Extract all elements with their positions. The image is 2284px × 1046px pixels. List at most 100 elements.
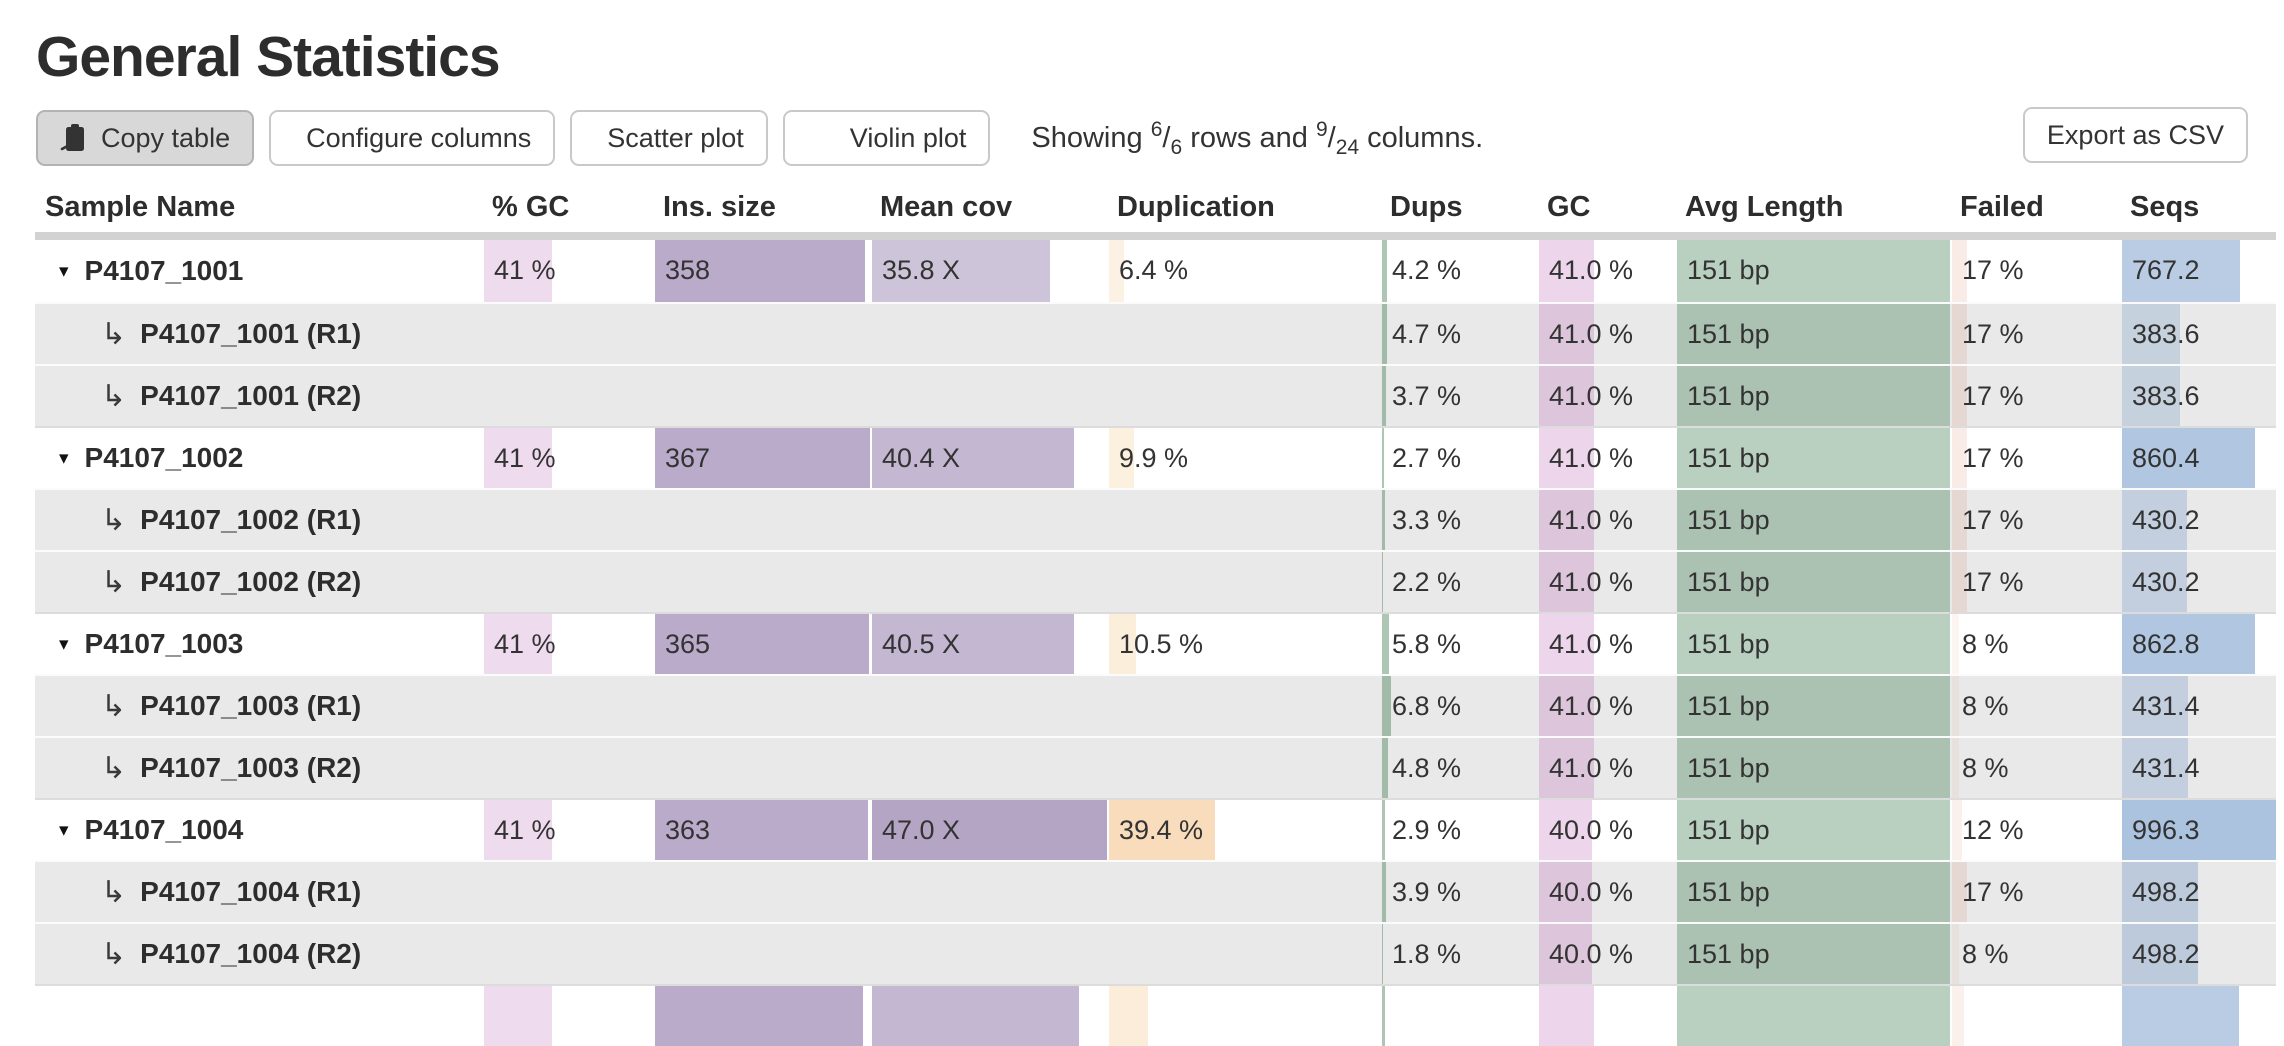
value-cell: 40.0 % — [1537, 800, 1675, 860]
scatter-plot-button[interactable]: Scatter plot — [570, 110, 768, 166]
value-bar — [1539, 738, 1594, 798]
value-cell: 363 — [653, 800, 870, 860]
value-cell — [1107, 490, 1380, 550]
value-bar — [1539, 428, 1594, 488]
value-cell: 3.9 % — [1380, 862, 1537, 922]
column-header-mean-cov[interactable]: Mean cov — [880, 190, 1013, 223]
value-text: 41.0 % — [1549, 255, 1634, 285]
sample-name-cell: ▾ P4107_1002 — [35, 428, 482, 488]
column-header-ins-size[interactable]: Ins. size — [663, 190, 776, 223]
toolbar: Copy table Configure columns Scatter plo… — [36, 107, 2248, 166]
scatter-plot-label: Scatter plot — [607, 122, 744, 153]
value-cell: 4.8 % — [1380, 738, 1537, 798]
sample-name: P4107_1002 (R2) — [140, 566, 362, 597]
rows-shown: 6 — [1150, 117, 1163, 141]
value-bar — [1539, 924, 1593, 984]
collapse-toggle-icon[interactable]: ▾ — [59, 633, 69, 655]
sample-name: P4107_1003 (R1) — [140, 690, 362, 721]
value-bar — [1677, 924, 1950, 984]
value-bar — [484, 800, 553, 860]
value-cell: 41.0 % — [1537, 738, 1675, 798]
value-bar — [2122, 800, 2276, 860]
value-bar — [2122, 240, 2241, 302]
cols-shown: 9 — [1315, 117, 1328, 141]
value-text: 40.4 X — [882, 443, 961, 473]
value-cell: 151 bp — [1675, 800, 1950, 860]
value-cell: 17 % — [1950, 862, 2120, 922]
column-header-dups[interactable]: Dups — [1390, 190, 1463, 223]
child-arrow-icon: ↳ — [101, 689, 127, 723]
value-cell: 151 bp — [1675, 240, 1950, 302]
value-cell — [1107, 862, 1380, 922]
value-cell: 41.0 % — [1537, 490, 1675, 550]
value-text: 17 % — [1962, 443, 2024, 473]
value-cell: 498.2 — [2120, 862, 2276, 922]
value-bar — [1539, 304, 1594, 364]
value-cell: 47.0 X — [870, 800, 1107, 860]
column-header-duplication[interactable]: Duplication — [1117, 190, 1275, 223]
value-text: 47.0 X — [882, 815, 961, 845]
value-bar — [2122, 676, 2188, 736]
value-text: 498.2 — [2132, 877, 2200, 907]
value-bar — [2122, 366, 2181, 426]
value-cell — [870, 862, 1107, 922]
configure-columns-label: Configure columns — [306, 122, 532, 153]
violin-plot-label: Violin plot — [849, 122, 967, 153]
column-header-failed[interactable]: Failed — [1960, 190, 2044, 223]
violin-plot-button[interactable]: Violin plot — [782, 110, 991, 166]
value-bar — [1952, 738, 1959, 798]
value-text: 41.0 % — [1549, 443, 1634, 473]
collapse-toggle-icon[interactable]: ▾ — [59, 819, 69, 841]
value-bar — [1539, 800, 1593, 860]
value-cell: 3.3 % — [1380, 490, 1537, 550]
value-text: 41.0 % — [1549, 319, 1634, 349]
column-header-gc[interactable]: GC — [1547, 190, 1591, 223]
value-cell: 17 % — [1950, 428, 2120, 488]
value-text: 151 bp — [1687, 815, 1770, 845]
value-text: 8 % — [1962, 753, 2009, 783]
value-cell — [870, 366, 1107, 426]
value-text: 151 bp — [1687, 629, 1770, 659]
sample-name: P4107_1001 — [84, 255, 244, 286]
value-bar — [2122, 552, 2188, 612]
table-row: ↳ P4107_1002 (R2) 2.2 % 41.0 % 151 bp 17 % 430… — [35, 550, 2276, 612]
value-bar — [655, 614, 869, 674]
value-bar — [1539, 614, 1594, 674]
clipboard-icon — [60, 123, 88, 153]
column-header--gc[interactable]: % GC — [492, 190, 570, 223]
value-text: 996.3 — [2132, 815, 2200, 845]
value-cell: 430.2 — [2120, 490, 2276, 550]
export-csv-label: Export as CSV — [2046, 119, 2224, 150]
value-text: 8 % — [1962, 691, 2009, 721]
value-bar — [1382, 800, 1385, 860]
configure-columns-button[interactable]: Configure columns — [269, 110, 556, 166]
value-cell: 40.0 % — [1537, 924, 1675, 984]
value-bar — [1677, 738, 1950, 798]
value-cell: 17 % — [1950, 490, 2120, 550]
value-bar — [1677, 986, 1950, 1046]
copy-table-button[interactable]: Copy table — [36, 110, 255, 166]
value-bar — [1382, 924, 1383, 984]
value-cell — [1107, 738, 1380, 798]
column-header-seqs[interactable]: Seqs — [2130, 190, 2200, 223]
sample-name-cell — [35, 986, 482, 1046]
value-text: 10.5 % — [1119, 629, 1204, 659]
value-bar — [1382, 738, 1388, 798]
value-bar — [1677, 490, 1950, 550]
value-bar — [1539, 490, 1594, 550]
value-cell: 10.5 % — [1107, 614, 1380, 674]
collapse-toggle-icon[interactable]: ▾ — [59, 260, 69, 282]
value-text: 431.4 — [2132, 691, 2200, 721]
value-cell — [482, 986, 653, 1046]
value-cell — [1537, 986, 1675, 1046]
column-header-sample-name[interactable]: Sample Name — [45, 190, 236, 223]
collapse-toggle-icon[interactable]: ▾ — [59, 447, 69, 469]
value-cell — [1380, 986, 1537, 1046]
value-text: 151 bp — [1687, 443, 1770, 473]
export-csv-button[interactable]: Export as CSV — [2022, 107, 2248, 163]
column-header-avg-length[interactable]: Avg Length — [1685, 190, 1844, 223]
child-arrow-icon: ↳ — [101, 937, 127, 971]
value-cell — [653, 366, 870, 426]
value-cell — [870, 986, 1107, 1046]
value-cell: 767.2 — [2120, 240, 2276, 302]
